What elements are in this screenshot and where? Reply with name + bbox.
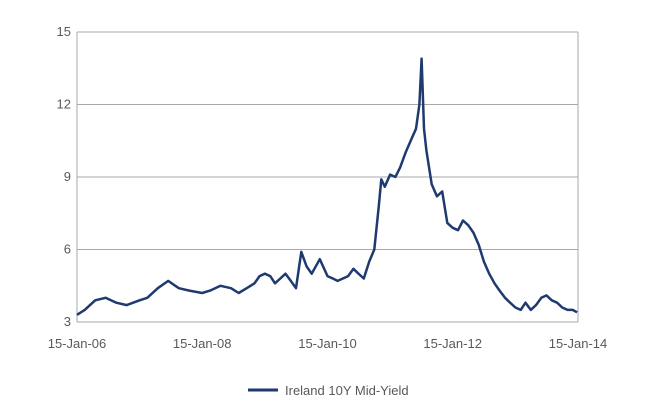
y-tick-label: 15 bbox=[57, 24, 71, 39]
legend-label: Ireland 10Y Mid-Yield bbox=[285, 383, 409, 398]
y-tick-label: 3 bbox=[64, 314, 71, 329]
y-tick-label: 12 bbox=[57, 97, 71, 112]
y-tick-labels: 3 6 9 12 15 bbox=[57, 24, 71, 329]
y-tick-label: 6 bbox=[64, 242, 71, 257]
x-tick-label: 15-Jan-10 bbox=[298, 336, 357, 351]
x-tick-label: 15-Jan-08 bbox=[173, 336, 232, 351]
grid-lines bbox=[77, 31, 578, 250]
legend: Ireland 10Y Mid-Yield bbox=[248, 383, 409, 398]
x-tick-label: 15-Jan-14 bbox=[549, 336, 608, 351]
x-tick-label: 15-Jan-06 bbox=[48, 336, 107, 351]
series-lines bbox=[76, 57, 578, 316]
y-tick-label: 9 bbox=[64, 169, 71, 184]
x-tick-label: 15-Jan-12 bbox=[423, 336, 482, 351]
axes bbox=[76, 32, 579, 323]
series-line-0 bbox=[76, 57, 578, 316]
x-tick-labels: 15-Jan-06 15-Jan-08 15-Jan-10 15-Jan-12 15-J… bbox=[48, 336, 608, 351]
